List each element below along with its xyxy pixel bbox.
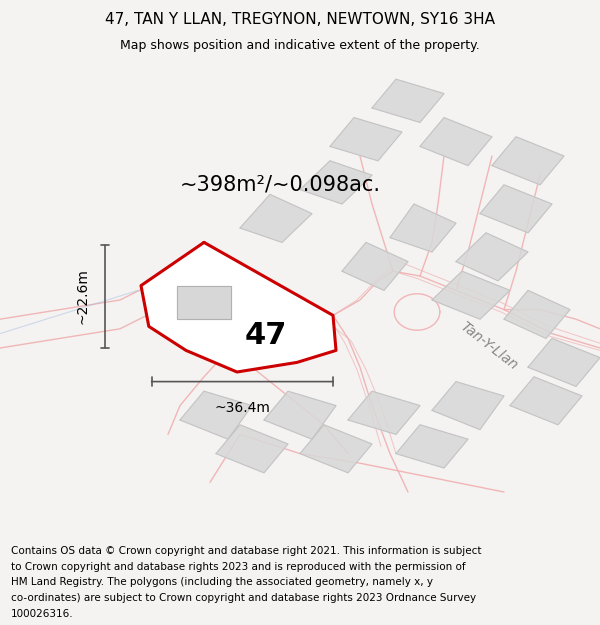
Polygon shape — [432, 271, 510, 319]
Text: 47: 47 — [244, 321, 287, 350]
Text: to Crown copyright and database rights 2023 and is reproduced with the permissio: to Crown copyright and database rights 2… — [11, 562, 466, 572]
Polygon shape — [372, 79, 444, 122]
Polygon shape — [510, 377, 582, 425]
Text: 100026316.: 100026316. — [11, 609, 73, 619]
Text: ~398m²/~0.098ac.: ~398m²/~0.098ac. — [180, 174, 381, 194]
Text: Tan-Y-Llan: Tan-Y-Llan — [458, 319, 520, 372]
Polygon shape — [420, 118, 492, 166]
Polygon shape — [177, 286, 231, 319]
Polygon shape — [330, 118, 402, 161]
Polygon shape — [528, 338, 600, 386]
Text: ~22.6m: ~22.6m — [76, 269, 90, 324]
Polygon shape — [456, 232, 528, 281]
Polygon shape — [504, 291, 570, 338]
Polygon shape — [300, 161, 372, 204]
Polygon shape — [390, 204, 456, 252]
Polygon shape — [180, 391, 252, 439]
Polygon shape — [216, 425, 288, 472]
Polygon shape — [141, 242, 336, 372]
Text: Map shows position and indicative extent of the property.: Map shows position and indicative extent… — [120, 39, 480, 51]
Polygon shape — [300, 425, 372, 472]
Polygon shape — [342, 242, 408, 291]
Polygon shape — [492, 137, 564, 185]
Polygon shape — [264, 391, 336, 439]
Text: Contains OS data © Crown copyright and database right 2021. This information is : Contains OS data © Crown copyright and d… — [11, 546, 481, 556]
Polygon shape — [480, 185, 552, 232]
Text: co-ordinates) are subject to Crown copyright and database rights 2023 Ordnance S: co-ordinates) are subject to Crown copyr… — [11, 593, 476, 603]
Polygon shape — [396, 425, 468, 468]
Text: 47, TAN Y LLAN, TREGYNON, NEWTOWN, SY16 3HA: 47, TAN Y LLAN, TREGYNON, NEWTOWN, SY16 … — [105, 12, 495, 27]
Text: ~36.4m: ~36.4m — [214, 401, 271, 415]
Polygon shape — [240, 194, 312, 242]
Polygon shape — [348, 391, 420, 434]
Polygon shape — [432, 382, 504, 429]
Text: HM Land Registry. The polygons (including the associated geometry, namely x, y: HM Land Registry. The polygons (includin… — [11, 578, 433, 587]
